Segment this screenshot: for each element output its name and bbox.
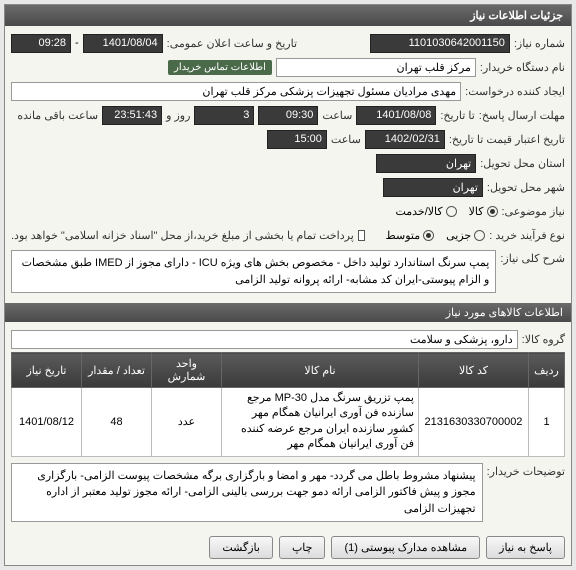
radio-motavaset-dot xyxy=(423,230,434,241)
validity-time: 15:00 xyxy=(267,130,327,149)
attachments-button[interactable]: مشاهده مدارک پیوستی (1) xyxy=(331,536,480,559)
notes-label: توضیحات خریدار: xyxy=(487,461,565,478)
th-date: تاریخ نیاز xyxy=(12,353,82,388)
deadline-label: مهلت ارسال پاسخ: xyxy=(479,109,565,122)
th-qty: تعداد / مقدار xyxy=(82,353,152,388)
items-table: ردیف کد کالا نام کالا واحد شمارش تعداد /… xyxy=(11,352,565,457)
remain-time: 23:51:43 xyxy=(102,106,162,125)
group-value: دارو، پزشکی و سلامت xyxy=(11,330,518,349)
sub-header-title: اطلاعات کالاهای مورد نیاز xyxy=(446,307,563,319)
row-province: استان محل تحویل: تهران xyxy=(11,152,565,174)
pay-note: پرداخت تمام یا بخشی از مبلغ خرید،از محل … xyxy=(11,229,354,242)
need-no-value: 1101030642001150 xyxy=(370,34,510,53)
validity-label: تاریخ اعتبار قیمت تا تاریخ: xyxy=(449,133,565,146)
days-remain: 3 xyxy=(194,106,254,125)
notes-value: پیشنهاد مشروط باطل می گردد- مهر و امضا و… xyxy=(11,463,483,523)
radio-motavaset-label: متوسط xyxy=(386,229,421,242)
need-no-label: شماره نیاز: xyxy=(514,37,565,50)
validity-date: 1402/02/31 xyxy=(365,130,445,149)
radio-jozi-label: جزیی xyxy=(446,229,471,242)
row-group: گروه کالا: دارو، پزشکی و سلامت xyxy=(11,328,565,350)
th-unit: واحد شمارش xyxy=(152,353,222,388)
panel-header: جزئیات اطلاعات نیاز xyxy=(5,5,571,26)
row-buyer: نام دستگاه خریدار: مرکز قلب تهران اطلاعا… xyxy=(11,56,565,78)
reply-button[interactable]: پاسخ به نیاز xyxy=(486,536,565,559)
desc-value: پمپ سرنگ استاندارد تولید داخل - مخصوص بخ… xyxy=(11,250,496,293)
radio-jozi-dot xyxy=(474,230,485,241)
cell-code: 2131630330700002 xyxy=(419,388,529,457)
dash: - xyxy=(75,37,79,49)
radio-kala[interactable]: کالا xyxy=(469,205,498,218)
main-panel: جزئیات اطلاعات نیاز شماره نیاز: 11010306… xyxy=(4,4,572,566)
row-deadline: مهلت ارسال پاسخ: تا تاریخ: 1401/08/08 سا… xyxy=(11,104,565,126)
items-content: گروه کالا: دارو، پزشکی و سلامت ردیف کد ک… xyxy=(5,322,571,530)
buyer-value: مرکز قلب تهران xyxy=(276,58,476,77)
th-code: کد کالا xyxy=(419,353,529,388)
row-validity: تاریخ اعتبار قیمت تا تاریخ: 1402/02/31 س… xyxy=(11,128,565,150)
radio-motavaset[interactable]: متوسط xyxy=(386,229,435,242)
creator-label: ایجاد کننده درخواست: xyxy=(465,85,565,98)
subject-label: نیاز موضوعی: xyxy=(502,205,566,218)
subject-radios: کالا کالا/خدمت xyxy=(395,205,497,218)
radio-khadamat-dot xyxy=(446,206,457,217)
row-notes: توضیحات خریدار: پیشنهاد مشروط باطل می گر… xyxy=(11,461,565,525)
table-row: 1 2131630330700002 پمپ تزریق سرنگ مدل MP… xyxy=(12,388,565,457)
announce-date: 1401/08/04 xyxy=(83,34,163,53)
radio-khadamat[interactable]: کالا/خدمت xyxy=(395,205,456,218)
print-button[interactable]: چاپ xyxy=(279,536,326,559)
sub-header: اطلاعات کالاهای مورد نیاز xyxy=(5,303,571,322)
row-subject: نیاز موضوعی: کالا کالا/خدمت xyxy=(11,200,565,222)
back-button[interactable]: بازگشت xyxy=(209,536,273,559)
table-header-row: ردیف کد کالا نام کالا واحد شمارش تعداد /… xyxy=(12,353,565,388)
radio-khadamat-label: کالا/خدمت xyxy=(395,205,442,218)
time-label-2: ساعت xyxy=(331,133,361,146)
radio-jozi[interactable]: جزیی xyxy=(446,229,485,242)
deadline-text1: تا تاریخ: xyxy=(440,109,474,122)
th-row: ردیف xyxy=(529,353,565,388)
announce-time: 09:28 xyxy=(11,34,71,53)
row-desc: شرح کلی نیاز: پمپ سرنگ استاندارد تولید د… xyxy=(11,248,565,295)
remain-label: ساعت باقی مانده xyxy=(17,109,98,122)
row-creator: ایجاد کننده درخواست: مهدی مرادیان مسئول … xyxy=(11,80,565,102)
radio-kala-dot xyxy=(487,206,498,217)
pay-checkbox[interactable] xyxy=(358,230,366,241)
row-city: شهر محل تحویل: تهران xyxy=(11,176,565,198)
row-need-no: شماره نیاز: 1101030642001150 تاریخ و ساع… xyxy=(11,32,565,54)
row-process: نوع فرآیند خرید : جزیی متوسط پرداخت تمام… xyxy=(11,224,565,246)
process-label: نوع فرآیند خرید : xyxy=(489,229,565,242)
deadline-date: 1401/08/08 xyxy=(356,106,436,125)
contact-badge[interactable]: اطلاعات تماس خریدار xyxy=(168,60,272,75)
button-row: پاسخ به نیاز مشاهده مدارک پیوستی (1) چاپ… xyxy=(5,530,571,565)
day-label: روز و xyxy=(166,109,190,122)
th-name: نام کالا xyxy=(222,353,419,388)
creator-value: مهدی مرادیان مسئول تجهیزات پزشکی مرکز قل… xyxy=(11,82,461,101)
buyer-label: نام دستگاه خریدار: xyxy=(480,61,565,74)
desc-label: شرح کلی نیاز: xyxy=(500,248,565,265)
cell-qty: 48 xyxy=(82,388,152,457)
announce-label: تاریخ و ساعت اعلان عمومی: xyxy=(167,37,297,50)
details-content: شماره نیاز: 1101030642001150 تاریخ و ساع… xyxy=(5,26,571,301)
cell-name: پمپ تزریق سرنگ مدل MP-30 مرجع سازنده فن … xyxy=(222,388,419,457)
panel-title: جزئیات اطلاعات نیاز xyxy=(470,9,563,22)
province-value: تهران xyxy=(376,154,476,173)
deadline-time: 09:30 xyxy=(258,106,318,125)
city-value: تهران xyxy=(383,178,483,197)
cell-unit: عدد xyxy=(152,388,222,457)
province-label: استان محل تحویل: xyxy=(480,157,565,170)
city-label: شهر محل تحویل: xyxy=(487,181,565,194)
cell-date: 1401/08/12 xyxy=(12,388,82,457)
process-radios: جزیی متوسط xyxy=(386,229,486,242)
time-label-1: ساعت xyxy=(322,109,352,122)
group-label: گروه کالا: xyxy=(522,333,565,346)
cell-row: 1 xyxy=(529,388,565,457)
radio-kala-label: کالا xyxy=(469,205,484,218)
